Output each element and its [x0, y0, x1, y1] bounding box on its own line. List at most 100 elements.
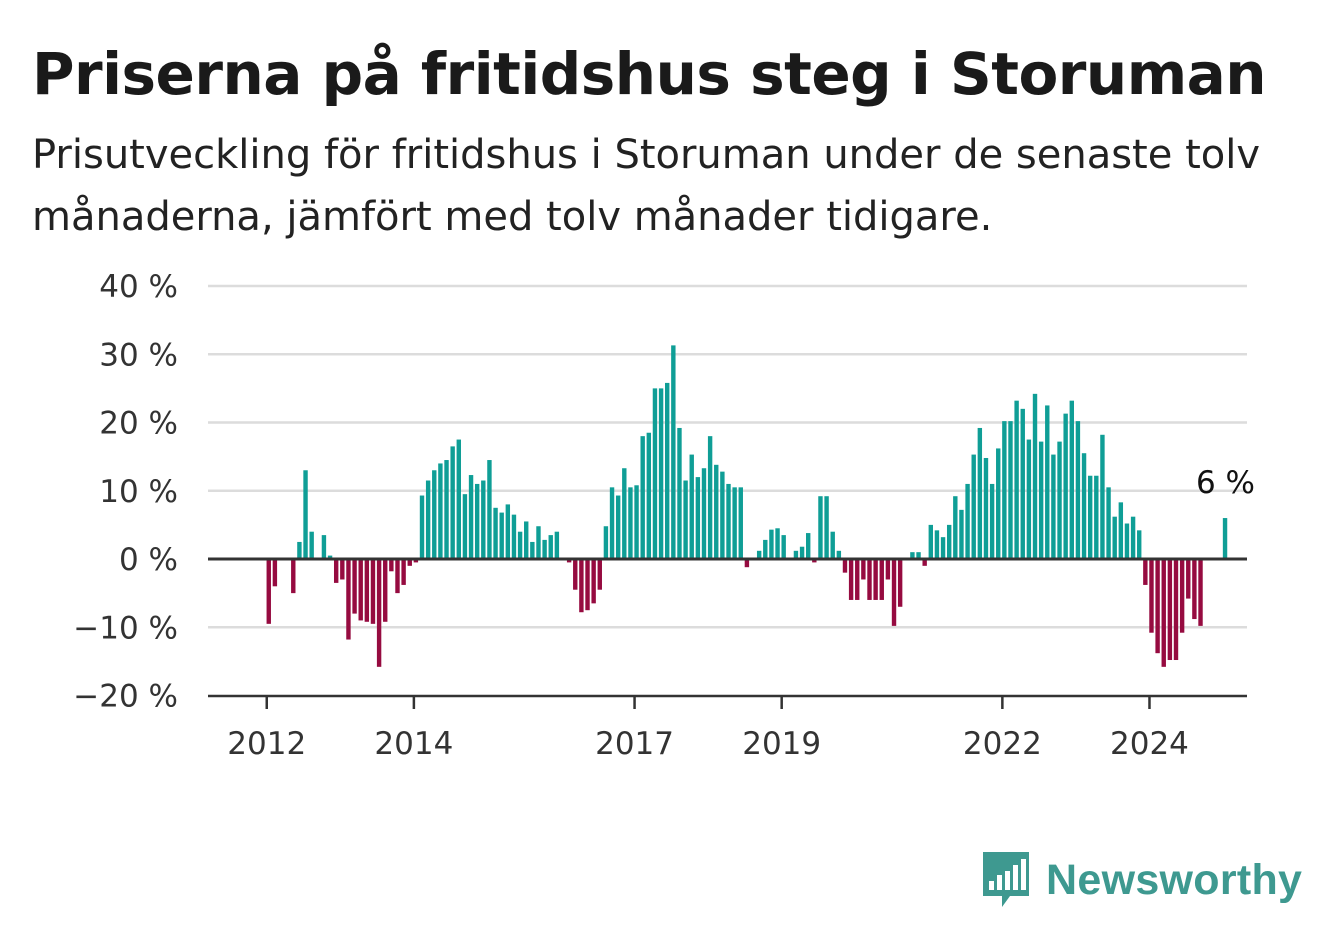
- bar: [867, 559, 872, 600]
- bar: [793, 550, 799, 559]
- bar: [775, 528, 780, 559]
- bar: [701, 468, 707, 559]
- chart-subtitle: Prisutveckling för fritidshus i Storuman…: [32, 132, 1261, 240]
- bar: [855, 559, 860, 600]
- bar: [1149, 559, 1154, 633]
- bar: [848, 559, 854, 600]
- bar: [530, 541, 535, 559]
- bar: [658, 388, 664, 560]
- bar: [695, 477, 701, 559]
- x-tick-label: 2012: [227, 726, 306, 762]
- bar: [1075, 421, 1081, 559]
- bar: [738, 487, 743, 559]
- bar: [303, 470, 308, 559]
- bar: [677, 427, 682, 559]
- bar: [609, 487, 615, 559]
- bar: [438, 463, 443, 559]
- bars: [266, 345, 1228, 667]
- bar: [781, 535, 786, 559]
- bar: [628, 487, 633, 559]
- bar: [1026, 439, 1032, 559]
- bar: [707, 436, 713, 559]
- bar: [756, 550, 762, 559]
- bar: [462, 494, 468, 559]
- bar: [879, 559, 884, 600]
- bar: [321, 535, 327, 559]
- chart-title: Priserna på fritidshus steg i Storuman: [32, 40, 1267, 108]
- bar: [836, 550, 842, 559]
- bar: [732, 487, 737, 559]
- bar: [450, 446, 455, 559]
- bar: [996, 448, 1001, 559]
- bar: [579, 559, 584, 613]
- bar: [1069, 400, 1074, 559]
- bar: [603, 526, 609, 559]
- bar: [413, 559, 419, 563]
- bar: [468, 475, 474, 559]
- bar: [652, 388, 658, 560]
- bar: [726, 483, 731, 560]
- bar: [891, 559, 897, 626]
- bar: [928, 524, 933, 560]
- bar: [566, 559, 572, 563]
- bar: [744, 559, 750, 568]
- bar: [591, 559, 596, 604]
- bar: [934, 530, 940, 560]
- gridlines: [208, 284, 1247, 629]
- bar: [1063, 413, 1068, 559]
- bar: [266, 559, 271, 624]
- bar: [977, 427, 983, 559]
- bar: [1051, 454, 1056, 559]
- bar: [769, 529, 774, 559]
- bar: [358, 559, 363, 621]
- bar: [376, 559, 382, 667]
- bar: [524, 521, 529, 559]
- bar: [309, 531, 314, 559]
- axes: [208, 557, 1247, 709]
- bar: [1192, 559, 1197, 620]
- x-tick-label: 2019: [742, 726, 821, 762]
- bar: [885, 559, 891, 580]
- bar: [297, 541, 302, 559]
- bar: [474, 483, 480, 560]
- bar: [536, 526, 541, 559]
- bar: [830, 531, 835, 559]
- bar: [1014, 400, 1019, 559]
- bar: [1198, 559, 1203, 626]
- bar: [291, 559, 296, 594]
- bar: [946, 524, 952, 560]
- bar: [585, 559, 590, 611]
- bar: [1143, 559, 1148, 585]
- bar: [272, 559, 278, 587]
- x-tick-label: 2014: [374, 726, 453, 762]
- bar: [1112, 516, 1117, 559]
- bar: [327, 555, 333, 559]
- bar: [1057, 441, 1062, 559]
- bar: [401, 559, 406, 585]
- bar: [1130, 516, 1136, 559]
- bar: [383, 559, 388, 622]
- bar: [940, 537, 946, 559]
- bar: [953, 496, 958, 559]
- bar: [665, 382, 670, 559]
- bar: [640, 436, 645, 559]
- bar: [573, 559, 578, 590]
- brand-name: Newsworthy: [1046, 855, 1303, 904]
- bar: [922, 559, 927, 566]
- bar: [1020, 408, 1025, 559]
- bar: [370, 559, 376, 624]
- bar: [487, 460, 492, 559]
- bar: [897, 559, 903, 607]
- bar: [634, 485, 639, 559]
- bar: [1087, 475, 1093, 560]
- bar: [1222, 518, 1228, 559]
- bar: [597, 559, 602, 590]
- bar: [1094, 475, 1099, 560]
- bar: [554, 531, 560, 559]
- bar: [499, 512, 504, 559]
- bar: [806, 533, 811, 559]
- x-tick-label: 2017: [595, 726, 674, 762]
- bar: [444, 460, 449, 559]
- bar: [989, 483, 995, 560]
- bar: [671, 345, 676, 559]
